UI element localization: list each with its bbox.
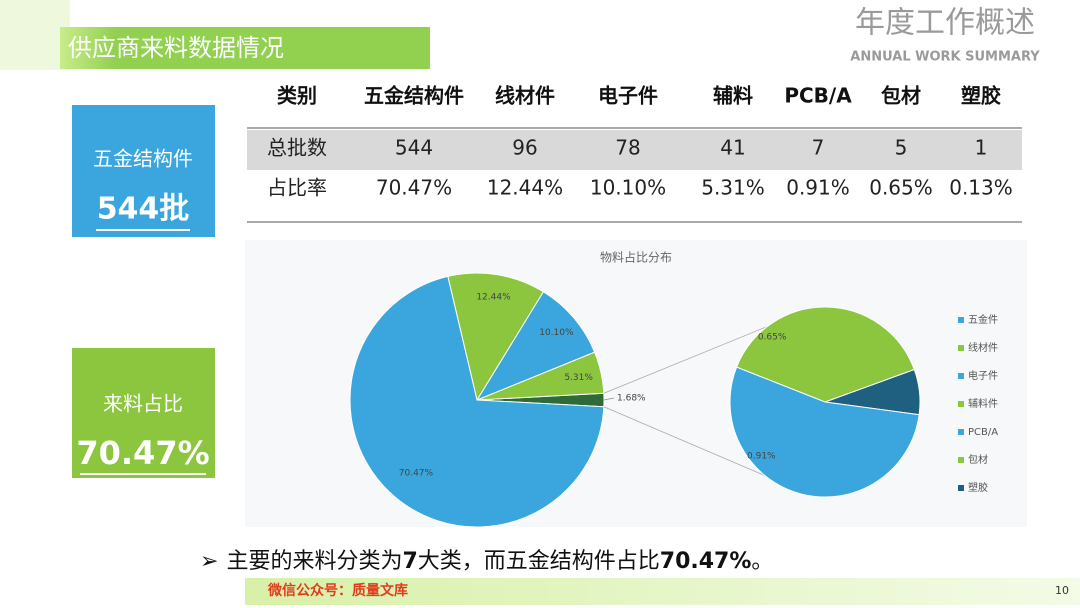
data-label: 70.47% [399,469,434,479]
card-value: 70.47% [76,434,209,472]
pie-slice [729,366,920,498]
table-cell: 41 [720,136,745,160]
table-cell: 0.65% [869,176,933,200]
summary-part: ➢ [200,549,218,574]
legend-label: 电子件 [968,369,998,382]
table-cell: 5.31% [701,176,765,200]
table-cell: 0.13% [949,176,1013,200]
corner-decor [0,0,70,70]
leader-line [603,397,615,401]
card [72,105,215,237]
summary-part: 70.47% [660,549,752,574]
data-label: 10.10% [539,328,574,338]
chart-title: 物料占比分布 [600,250,672,265]
table-header: 类别 [277,84,317,108]
data-label: 0.91% [747,452,776,462]
table-cell: 总批数 [267,136,327,160]
table-cell: 5 [895,136,908,160]
table-cell: 占比率 [267,176,327,200]
legend-swatch [958,373,964,379]
card [72,348,215,478]
legend-label: 包材 [968,453,988,466]
legend-swatch [958,457,964,463]
legend-swatch [958,485,964,491]
table-cell: 1 [975,136,988,160]
footer-bar [245,578,1080,605]
footer-text: 微信公众号：质量文库 [267,582,408,599]
table-header: 塑胶 [961,84,1001,108]
legend-label: 线材件 [968,341,998,354]
data-label: 12.44% [476,293,511,303]
table-cell: 0.91% [786,176,850,200]
legend-swatch [958,317,964,323]
data-label: 5.31% [564,373,593,383]
table-header: PCB/A [784,84,852,108]
table-cell: 10.10% [590,176,666,200]
pie-slice [447,272,545,402]
pie-slice [349,275,605,528]
pie-slice [475,291,596,402]
data-label: 1.68% [617,394,646,404]
summary-part: 7 [402,549,417,574]
legend-label: 辅料件 [968,397,998,410]
card-value: 544批 [97,192,190,227]
legend-swatch [958,345,964,351]
legend-label: PCB/A [968,427,998,438]
table-header: 辅料 [713,84,753,108]
header-subtitle: ANNUAL WORK SUMMARY [850,50,1040,65]
legend-label: 塑胶 [968,481,988,494]
section-bar [60,27,430,69]
card-label: 五金结构件 [93,147,193,171]
data-label: 0.65% [758,333,787,343]
summary-part: 大类，而五金结构件占比 [418,549,660,574]
summary-part: 主要的来料分类为 [226,549,402,574]
table-header: 线材件 [495,84,555,108]
legend-swatch [958,401,964,407]
table-cell: 96 [512,136,537,160]
table-cell: 78 [615,136,640,160]
header-title: 年度工作概述 [855,6,1035,41]
table-header: 包材 [881,84,921,108]
page-number: 10 [1055,584,1069,597]
legend-swatch [958,429,964,435]
table-cell: 7 [812,136,825,160]
table-cell: 12.44% [487,176,563,200]
table-row-bg [247,130,1022,170]
table-header: 五金结构件 [364,84,464,108]
legend-label: 五金件 [968,313,998,326]
card-label: 来料占比 [103,392,183,416]
table-cell: 544 [395,136,433,160]
pie-slice [735,306,915,403]
table-cell: 70.47% [376,176,452,200]
section-title: 供应商来料数据情况 [68,34,284,62]
table-header: 电子件 [598,84,658,108]
summary-part: 。 [751,549,773,574]
summary: ➢ 主要的来料分类为7大类，而五金结构件占比70.47%。 [200,549,773,574]
